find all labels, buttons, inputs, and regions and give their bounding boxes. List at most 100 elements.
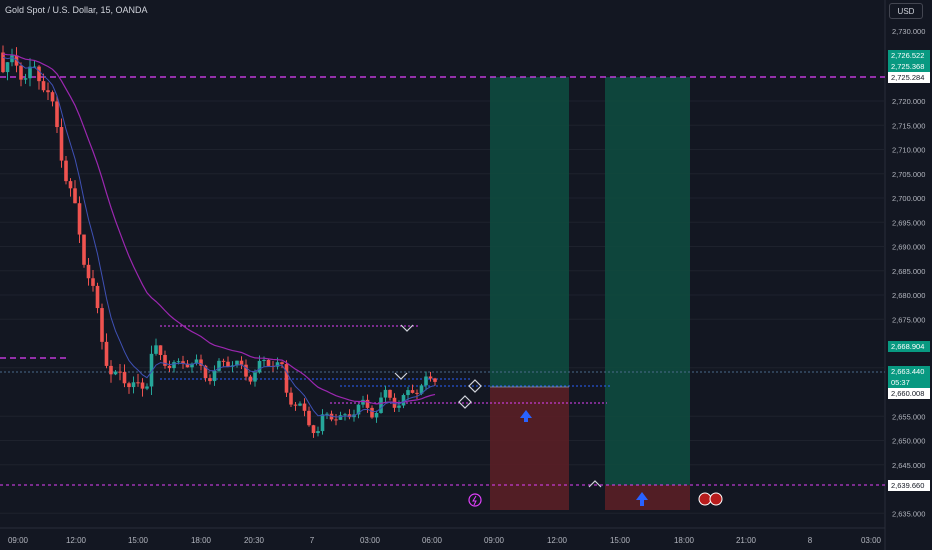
- lightning-icon: [472, 495, 477, 506]
- candle-body: [172, 362, 176, 369]
- candle-body: [433, 378, 437, 382]
- candle-body: [203, 365, 208, 379]
- time-tick: 03:00: [360, 536, 381, 545]
- candle-body: [46, 90, 50, 93]
- time-tick: 20:30: [244, 536, 265, 545]
- candle-body: [91, 278, 95, 286]
- lightning-event-icon[interactable]: [468, 493, 482, 507]
- candle-body: [388, 389, 392, 398]
- price-tick: 2,710.000: [892, 146, 925, 155]
- candle-body: [244, 364, 248, 377]
- candle-body: [194, 359, 199, 364]
- price-tick: 2,685.000: [892, 267, 925, 276]
- price-tick: 2,700.000: [892, 194, 925, 203]
- candle-body: [370, 407, 374, 418]
- candle-body: [109, 365, 113, 375]
- candle-body: [41, 81, 46, 91]
- time-tick: 12:00: [547, 536, 568, 545]
- candle-body: [325, 413, 329, 415]
- candle-body: [410, 390, 415, 393]
- diamond-marker-icon[interactable]: [458, 395, 472, 409]
- long-position-loss-zone[interactable]: [490, 387, 569, 510]
- candle-body: [298, 403, 302, 406]
- candle-body: [95, 285, 100, 309]
- candle-body: [266, 359, 271, 366]
- candle-body: [316, 431, 320, 434]
- candle-body: [68, 181, 73, 189]
- price-tick: 2,675.000: [892, 315, 925, 324]
- long-position-2-loss-zone[interactable]: [605, 485, 690, 510]
- symbol-title: Gold Spot / U.S. Dollar, 15, OANDA: [5, 5, 148, 15]
- long-position-2-profit-zone[interactable]: [605, 77, 690, 485]
- candle-body: [212, 370, 217, 382]
- candle-body: [415, 392, 419, 394]
- candle-body: [37, 66, 41, 82]
- candle-body: [397, 405, 401, 408]
- candle-body: [383, 389, 388, 398]
- price-tick: 2,680.000: [892, 291, 925, 300]
- candle-body: [289, 392, 293, 405]
- time-tick: 03:00: [861, 536, 882, 545]
- candle-body: [127, 383, 131, 388]
- economic-event-icon[interactable]: [709, 492, 723, 506]
- candle-body: [257, 360, 262, 373]
- currency-button[interactable]: USD: [889, 3, 923, 19]
- candle-body: [239, 360, 244, 365]
- candle-body: [307, 410, 311, 426]
- candle-body: [167, 365, 172, 369]
- candle-body: [235, 360, 239, 366]
- candle-body: [158, 345, 163, 355]
- time-tick: 09:00: [484, 536, 505, 545]
- candle-body: [10, 55, 14, 63]
- long-position-profit-zone[interactable]: [490, 77, 569, 387]
- candle-body: [185, 363, 190, 368]
- price-label-4: 2,668.904: [888, 341, 930, 352]
- candle-body: [82, 234, 86, 265]
- candle-body: [356, 404, 361, 415]
- candle-body: [104, 341, 109, 366]
- time-tick: 18:00: [191, 536, 212, 545]
- candle-body: [73, 188, 77, 204]
- candle-body: [320, 414, 325, 432]
- candle-body: [55, 101, 59, 128]
- candle-body: [253, 372, 257, 382]
- candle-body: [284, 364, 289, 393]
- candle-body: [149, 353, 154, 387]
- price-tick: 2,635.000: [892, 509, 925, 518]
- candle-body: [248, 376, 253, 382]
- chevron-down-icon[interactable]: [400, 324, 414, 332]
- price-tick: 2,655.000: [892, 412, 925, 421]
- candle-body: [154, 345, 158, 354]
- price-tick: 2,720.000: [892, 97, 925, 106]
- candle-body: [293, 404, 298, 406]
- candle-body: [140, 382, 145, 389]
- candle-body: [163, 354, 167, 366]
- chevron-up-icon[interactable]: [588, 480, 602, 488]
- fast-moving-average: [2, 56, 436, 418]
- candle-body: [217, 360, 221, 371]
- candle-body: [361, 399, 365, 405]
- buy-arrow-2[interactable]: [636, 492, 648, 506]
- candle-body: [424, 376, 428, 386]
- candle-body: [176, 361, 181, 363]
- candle-body: [64, 160, 68, 182]
- diamond-marker-icon[interactable]: [468, 379, 482, 393]
- time-tick: 15:00: [128, 536, 149, 545]
- buy-arrow-1[interactable]: [520, 410, 532, 422]
- time-tick: 21:00: [736, 536, 757, 545]
- chevron-down-icon[interactable]: [394, 372, 408, 380]
- candle-body: [338, 415, 343, 420]
- candle-body: [131, 382, 136, 388]
- candle-body: [5, 62, 10, 73]
- candle-body: [190, 363, 194, 368]
- candle-body: [302, 403, 307, 411]
- candle-body: [221, 360, 226, 362]
- candle-body: [275, 362, 280, 367]
- candle-body: [1, 52, 5, 73]
- candle-body: [77, 203, 82, 235]
- economic-event-icon[interactable]: [698, 492, 712, 506]
- candle-body: [406, 390, 410, 396]
- candle-body: [145, 386, 149, 389]
- time-tick: 12:00: [66, 536, 87, 545]
